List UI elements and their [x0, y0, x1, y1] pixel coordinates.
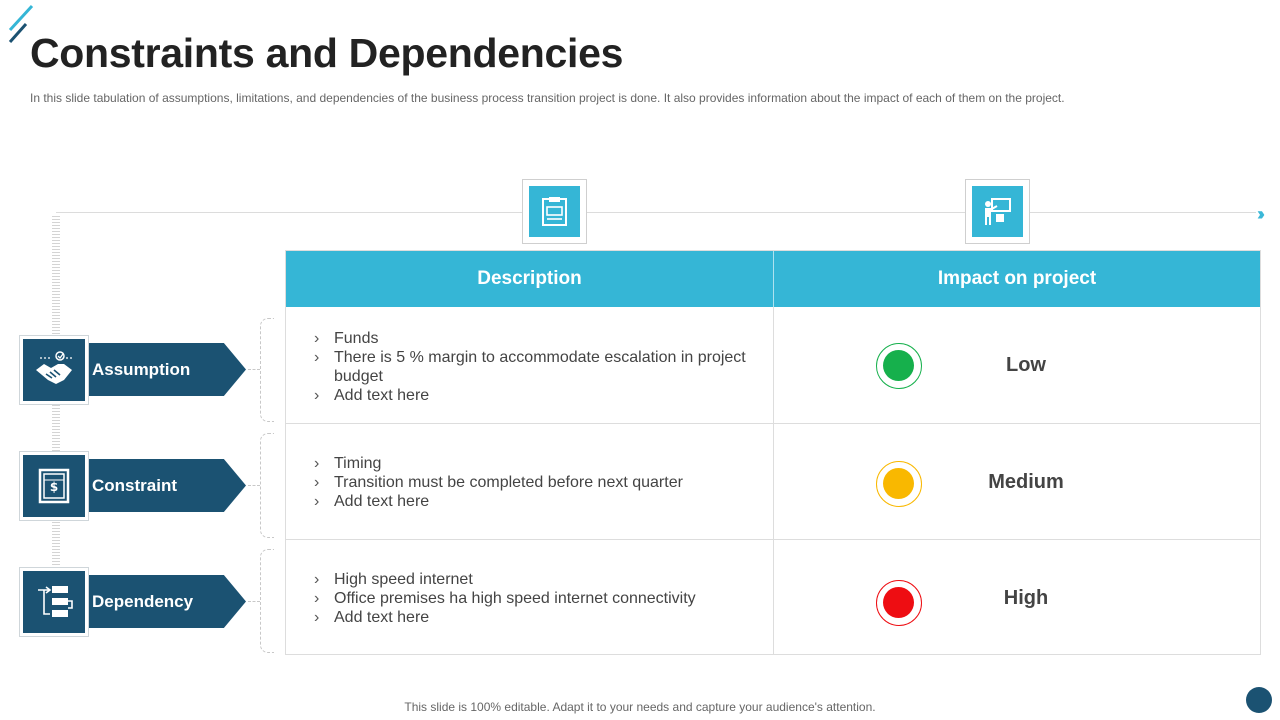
bracket-tick: [248, 485, 260, 486]
row-label-assumption: Assumption: [20, 336, 250, 404]
presentation-icon: [985, 198, 1011, 225]
description-cell-constraint: Timing Transition must be completed befo…: [314, 454, 754, 511]
row-bracket: [260, 318, 274, 422]
constraints-table: Description Impact on project Funds Ther…: [285, 250, 1261, 655]
list-item: Add text here: [314, 608, 754, 627]
corner-decoration: [8, 4, 34, 43]
row-label-text: Dependency: [92, 592, 194, 611]
list-item: Add text here: [314, 492, 754, 511]
red-signal-icon: [883, 587, 914, 618]
list-item: There is 5 % margin to accommodate escal…: [314, 348, 754, 386]
label-arrow: Constraint: [88, 459, 246, 512]
description-header-icon-box: [522, 179, 587, 244]
label-arrow: Dependency: [88, 575, 246, 628]
svg-text:$: $: [50, 480, 58, 494]
list-item: Timing: [314, 454, 754, 473]
row-label-constraint: Constraint $: [20, 452, 250, 520]
column-header-description: Description: [477, 268, 582, 289]
label-icon-box: [20, 568, 88, 636]
impact-label-high: High: [1003, 587, 1049, 609]
row-label-text: Assumption: [92, 360, 191, 379]
status-indicator-medium: [876, 461, 922, 507]
list-item: Office premises ha high speed internet c…: [314, 589, 754, 608]
safe-icon: $: [38, 468, 70, 504]
column-divider: [773, 307, 774, 654]
description-cell-assumption: Funds There is 5 % margin to accommodate…: [314, 329, 754, 405]
list-item: Add text here: [314, 386, 754, 405]
status-indicator-low: [876, 343, 922, 389]
yellow-signal-icon: [883, 468, 914, 499]
status-indicator-high: [876, 580, 922, 626]
description-cell-dependency: High speed internet Office premises ha h…: [314, 570, 754, 627]
row-label-text: Constraint: [92, 476, 177, 495]
list-item: Funds: [314, 329, 754, 348]
impact-header-icon-box: [965, 179, 1030, 244]
page-subtitle: In this slide tabulation of assumptions,…: [30, 91, 1065, 105]
impact-label-low: Low: [1006, 354, 1046, 376]
impact-label-medium: Medium: [988, 471, 1064, 493]
label-arrow: Assumption: [88, 343, 246, 396]
page-title: Constraints and Dependencies: [30, 30, 624, 76]
footer-note: This slide is 100% editable. Adapt it to…: [404, 700, 876, 714]
clipboard-icon: [542, 197, 567, 226]
header-divider: [773, 251, 774, 307]
bracket-tick: [248, 369, 260, 370]
handshake-icon: [36, 351, 72, 384]
flow-icon: [38, 586, 73, 617]
timeline-line: [56, 212, 1256, 213]
row-bracket: [260, 549, 274, 653]
column-header-impact: Impact on project: [937, 268, 1097, 289]
label-icon-box: [20, 336, 88, 404]
row-bracket: [260, 433, 274, 538]
row-divider: [286, 423, 1260, 424]
double-chevron-right-icon: ››: [1257, 204, 1265, 224]
bracket-tick: [248, 601, 260, 602]
table-header: Description Impact on project: [286, 251, 1260, 307]
label-icon-box: $: [20, 452, 88, 520]
row-label-dependency: Dependency: [20, 568, 250, 636]
row-divider: [286, 539, 1260, 540]
list-item: High speed internet: [314, 570, 754, 589]
green-signal-icon: [883, 350, 914, 381]
list-item: Transition must be completed before next…: [314, 473, 754, 492]
page-indicator-dot: [1246, 687, 1272, 713]
